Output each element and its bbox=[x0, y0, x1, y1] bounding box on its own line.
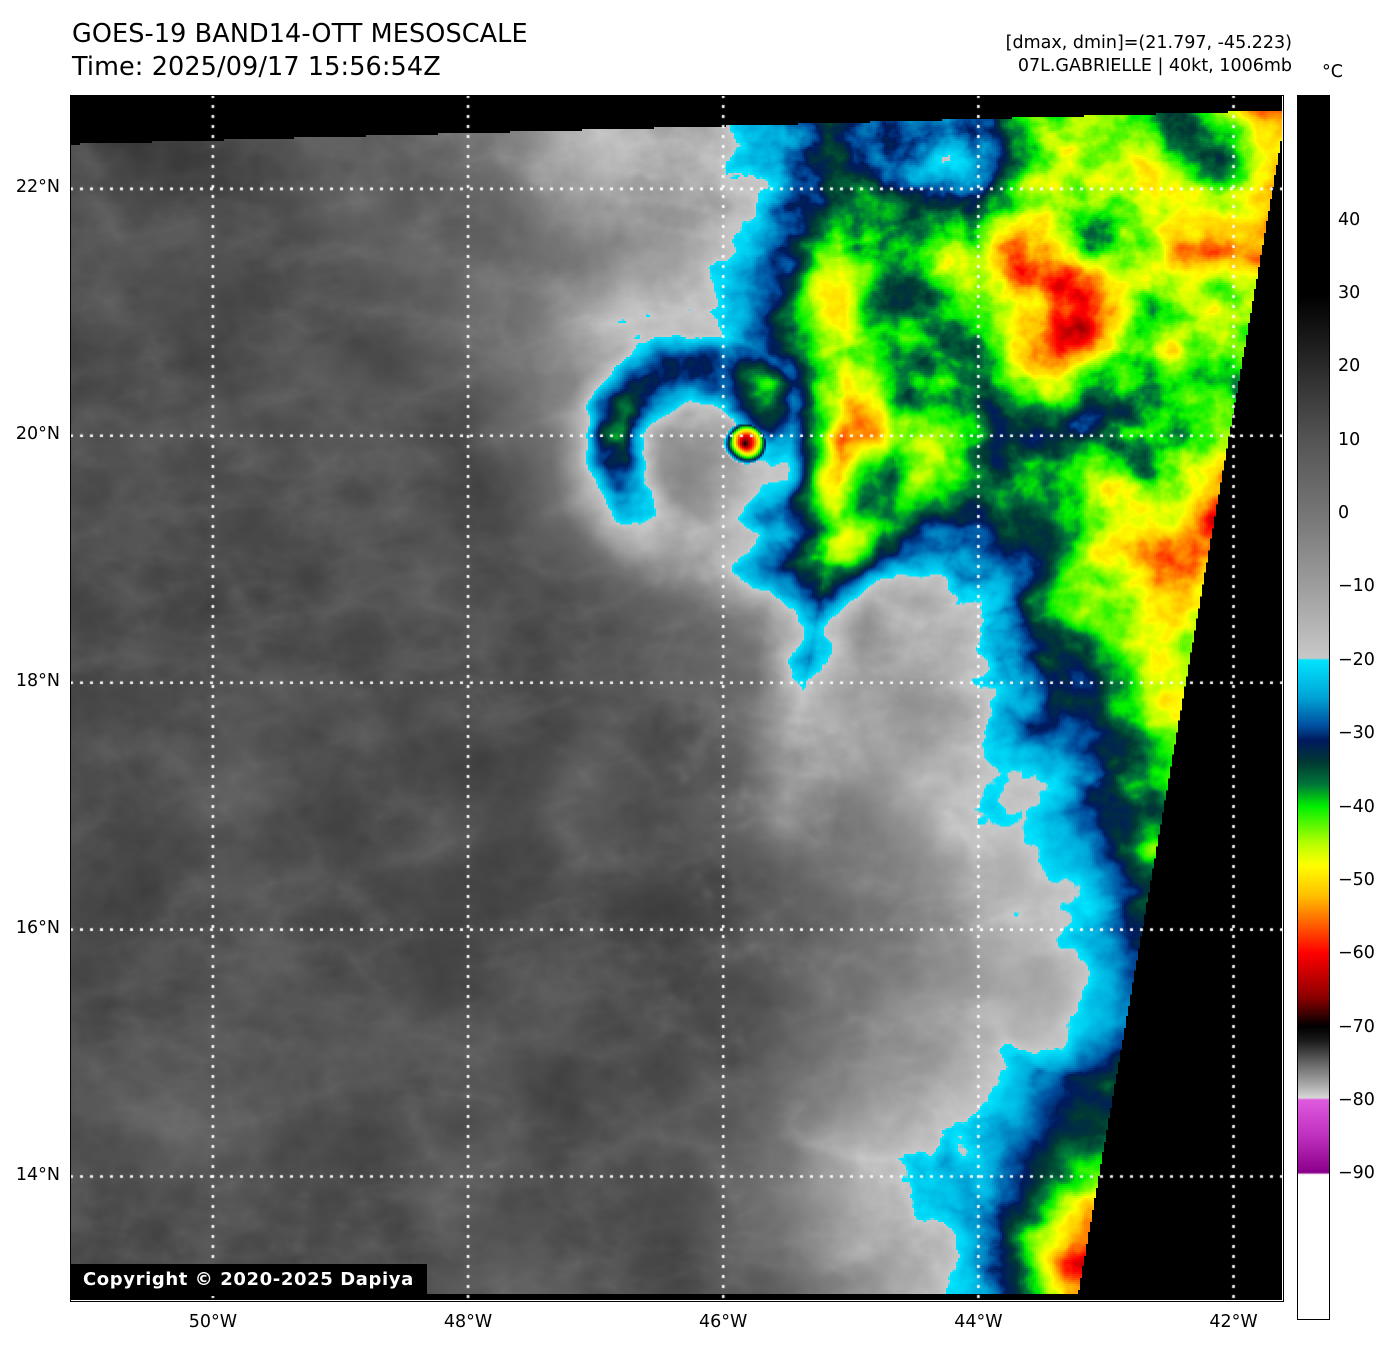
colorbar-gradient bbox=[1297, 95, 1330, 1320]
title-product: GOES-19 BAND14-OTT MESOSCALE bbox=[72, 19, 528, 49]
colorbar-tick-minus80: −80 bbox=[1338, 1089, 1375, 1110]
longitude-tick-46W: 46°W bbox=[699, 1312, 748, 1332]
colorbar-tick-10: 10 bbox=[1338, 429, 1361, 450]
temperature-colorbar[interactable] bbox=[1297, 95, 1330, 1320]
latitude-tick-22N: 22°N bbox=[15, 176, 60, 197]
colorbar-tick-30: 30 bbox=[1338, 283, 1361, 304]
copyright-watermark: Copyright © 2020-2025 Dapiya bbox=[70, 1264, 427, 1296]
longitude-tick-50W: 50°W bbox=[188, 1312, 238, 1332]
longitude-tick-48W: 48°W bbox=[443, 1312, 493, 1332]
page-title: GOES-19 BAND14-OTT MESOSCALE Time: 2025/… bbox=[72, 18, 528, 84]
latitude-tick-16N: 16°N bbox=[15, 917, 60, 938]
colorbar-tick-minus60: −60 bbox=[1338, 943, 1375, 964]
longitude-tick-42W: 42°W bbox=[1209, 1312, 1258, 1332]
colorbar-tick-40: 40 bbox=[1338, 209, 1361, 230]
colorbar-tick-minus90: −90 bbox=[1338, 1163, 1375, 1184]
satellite-image-plot[interactable]: Copyright © 2020-2025 Dapiya bbox=[70, 95, 1282, 1300]
longitude-tick-44W: 44°W bbox=[954, 1312, 1003, 1332]
colorbar-tick-minus30: −30 bbox=[1338, 723, 1375, 744]
metadata-block: [dmax, dmin]=(21.797, -45.223) 07L.GABRI… bbox=[1006, 32, 1292, 78]
colorbar-tick-minus50: −50 bbox=[1338, 869, 1375, 890]
colorbar-tick-0: 0 bbox=[1338, 503, 1350, 524]
latitude-tick-14N: 14°N bbox=[15, 1164, 60, 1185]
dmax-dmin-readout: [dmax, dmin]=(21.797, -45.223) bbox=[1005, 33, 1292, 53]
title-timestamp: Time: 2025/09/17 15:56:54Z bbox=[72, 52, 441, 83]
storm-info-readout: 07L.GABRIELLE | 40kt, 1006mb bbox=[1017, 56, 1292, 77]
colorbar-tick-minus10: −10 bbox=[1338, 576, 1375, 597]
satellite-imagery-canvas bbox=[70, 95, 1282, 1300]
latitude-tick-18N: 18°N bbox=[15, 670, 60, 691]
colorbar-tick-minus40: −40 bbox=[1338, 796, 1375, 817]
colorbar-unit-label: °C bbox=[1322, 62, 1343, 82]
latitude-tick-20N: 20°N bbox=[15, 423, 60, 444]
colorbar-tick-minus20: −20 bbox=[1338, 649, 1375, 670]
colorbar-tick-minus70: −70 bbox=[1338, 1016, 1375, 1037]
colorbar-tick-20: 20 bbox=[1338, 356, 1361, 377]
